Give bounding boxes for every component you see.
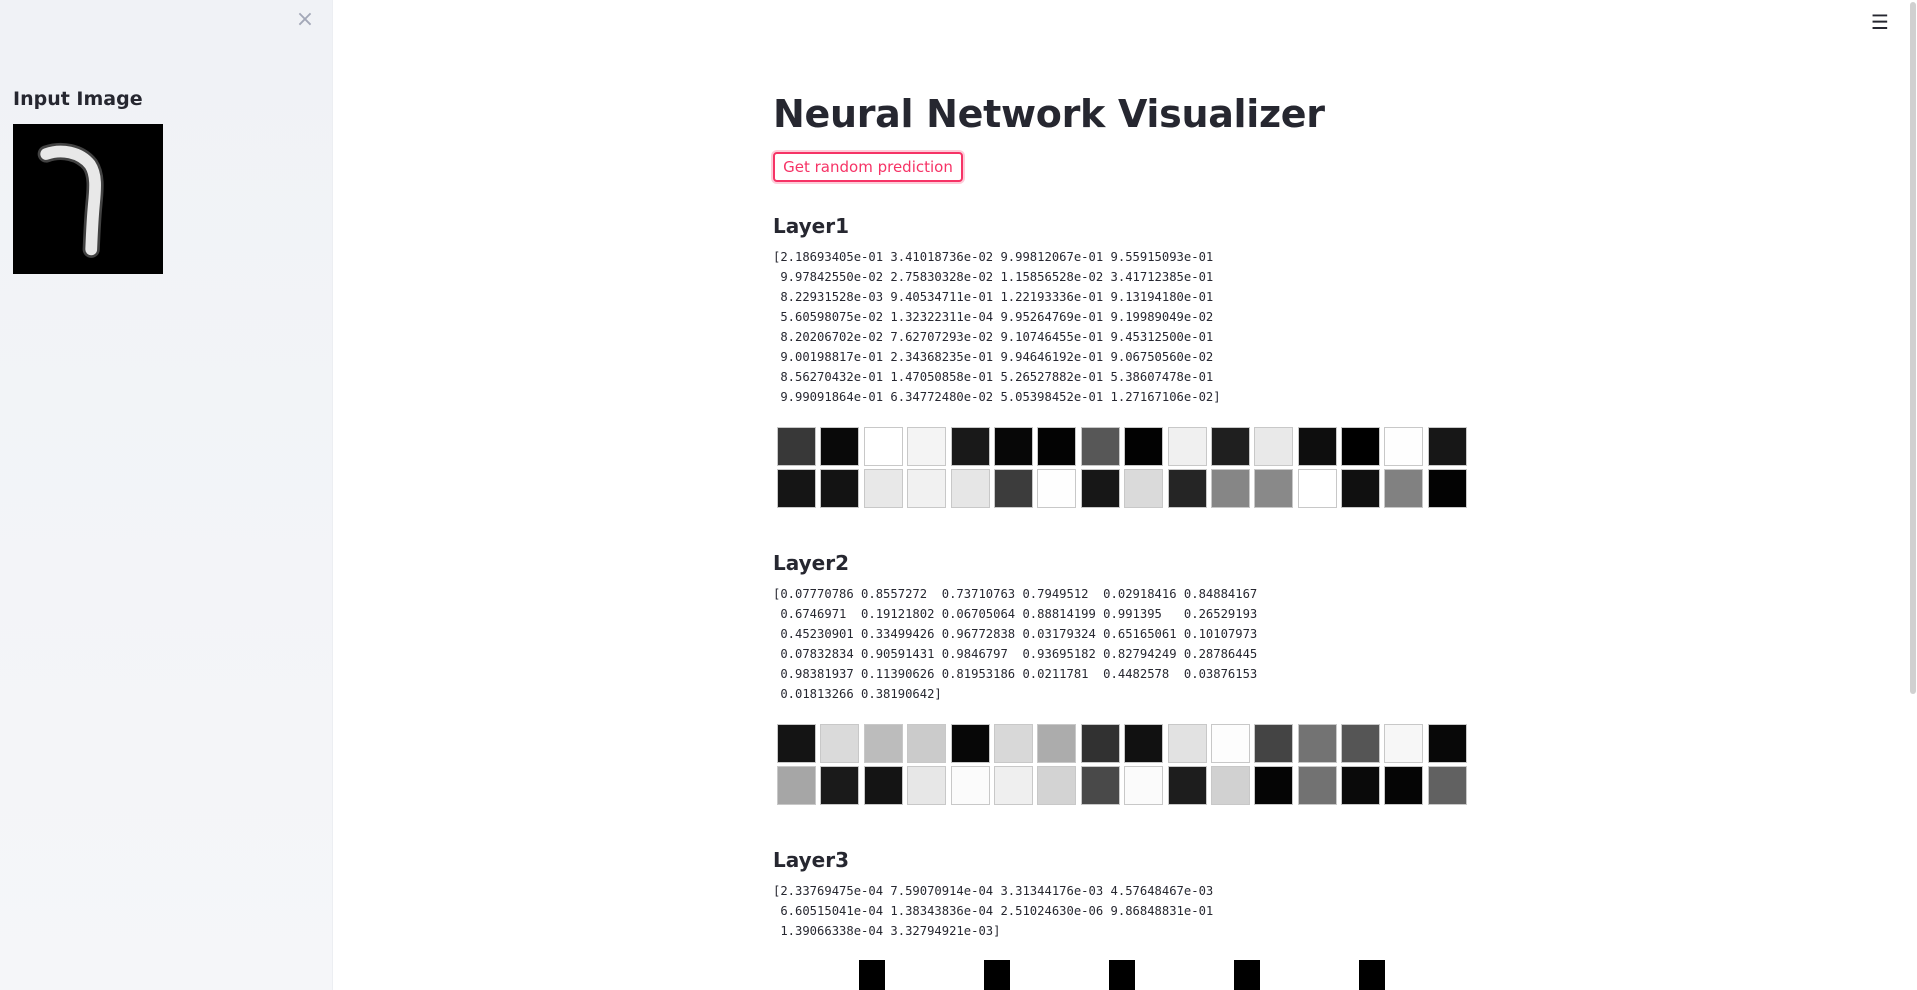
activation-cell	[1341, 427, 1381, 466]
activation-cell	[820, 724, 860, 763]
scrollbar-thumb[interactable]	[1910, 2, 1916, 694]
page-title: Neural Network Visualizer	[773, 92, 1325, 136]
activation-cell	[1210, 427, 1250, 466]
activation-cell	[1427, 469, 1467, 508]
activation-cell	[863, 724, 903, 763]
activation-cell	[1341, 724, 1381, 763]
activation-cell	[907, 766, 947, 805]
layer2-activation-grid	[777, 724, 1467, 805]
activation-cell	[1427, 427, 1467, 466]
layer2-values: [0.07770786 0.8557272 0.73710763 0.79495…	[773, 587, 1258, 701]
activation-cell	[1167, 469, 1207, 508]
layer1-values: [2.18693405e-01 3.41018736e-02 9.9981206…	[773, 250, 1221, 404]
activation-cell	[1080, 724, 1120, 763]
activation-cell	[907, 469, 947, 508]
activation-cell	[1427, 766, 1467, 805]
activation-cell	[777, 427, 816, 466]
activation-cell	[993, 724, 1033, 763]
get-random-prediction-button[interactable]: Get random prediction	[773, 152, 963, 182]
activation-cell	[950, 427, 990, 466]
activation-cell	[1254, 469, 1294, 508]
activation-cell	[1210, 469, 1250, 508]
layer1-activation-grid	[777, 427, 1467, 508]
activation-cell	[1037, 469, 1077, 508]
activation-cell	[1384, 427, 1424, 466]
output-cell	[1359, 960, 1385, 990]
activation-cell	[993, 766, 1033, 805]
activation-cell	[1341, 766, 1381, 805]
activation-cell	[777, 724, 816, 763]
output-cell	[984, 960, 1010, 990]
activation-cell	[1254, 766, 1294, 805]
input-digit-image	[13, 124, 163, 274]
activation-cell	[907, 724, 947, 763]
activation-cell	[1167, 766, 1207, 805]
activation-cell	[863, 469, 903, 508]
sidebar: × Input Image	[0, 0, 333, 990]
activation-cell	[1124, 469, 1164, 508]
activation-cell	[777, 469, 816, 508]
activation-cell	[820, 469, 860, 508]
activation-cell	[1080, 469, 1120, 508]
activation-cell	[863, 766, 903, 805]
sidebar-title: Input Image	[13, 88, 143, 110]
activation-cell	[1124, 766, 1164, 805]
main-content: Neural Network Visualizer Get random pre…	[773, 0, 1473, 990]
output-cell	[859, 960, 885, 990]
output-cell	[1109, 960, 1135, 990]
activation-cell	[993, 469, 1033, 508]
activation-cell	[1124, 724, 1164, 763]
activation-cell	[820, 766, 860, 805]
activation-cell	[1124, 427, 1164, 466]
activation-cell	[1384, 724, 1424, 763]
activation-cell	[777, 766, 816, 805]
activation-cell	[1254, 724, 1294, 763]
activation-cell	[1210, 724, 1250, 763]
output-cell	[1234, 960, 1260, 990]
activation-cell	[1167, 724, 1207, 763]
activation-cell	[1297, 469, 1337, 508]
activation-cell	[1210, 766, 1250, 805]
activation-cell	[1427, 724, 1467, 763]
activation-cell	[1297, 766, 1337, 805]
activation-cell	[1341, 469, 1381, 508]
activation-cell	[1080, 427, 1120, 466]
activation-cell	[1384, 766, 1424, 805]
activation-cell	[820, 427, 860, 466]
layer3-title: Layer3	[773, 848, 850, 872]
activation-cell	[1080, 766, 1120, 805]
activation-cell	[1167, 427, 1207, 466]
activation-cell	[950, 724, 990, 763]
activation-cell	[950, 469, 990, 508]
activation-cell	[950, 766, 990, 805]
hamburger-menu-icon[interactable]: ☰	[1871, 10, 1889, 34]
activation-cell	[1384, 469, 1424, 508]
activation-cell	[863, 427, 903, 466]
layer1-title: Layer1	[773, 214, 850, 238]
activation-cell	[1037, 427, 1077, 466]
activation-cell	[1297, 724, 1337, 763]
layer3-values: [2.33769475e-04 7.59070914e-04 3.3134417…	[773, 884, 1214, 938]
activation-cell	[1254, 427, 1294, 466]
close-icon[interactable]: ×	[295, 7, 315, 32]
activation-cell	[1037, 724, 1077, 763]
activation-cell	[1297, 427, 1337, 466]
activation-cell	[993, 427, 1033, 466]
activation-cell	[907, 427, 947, 466]
activation-cell	[1037, 766, 1077, 805]
layer2-title: Layer2	[773, 551, 850, 575]
